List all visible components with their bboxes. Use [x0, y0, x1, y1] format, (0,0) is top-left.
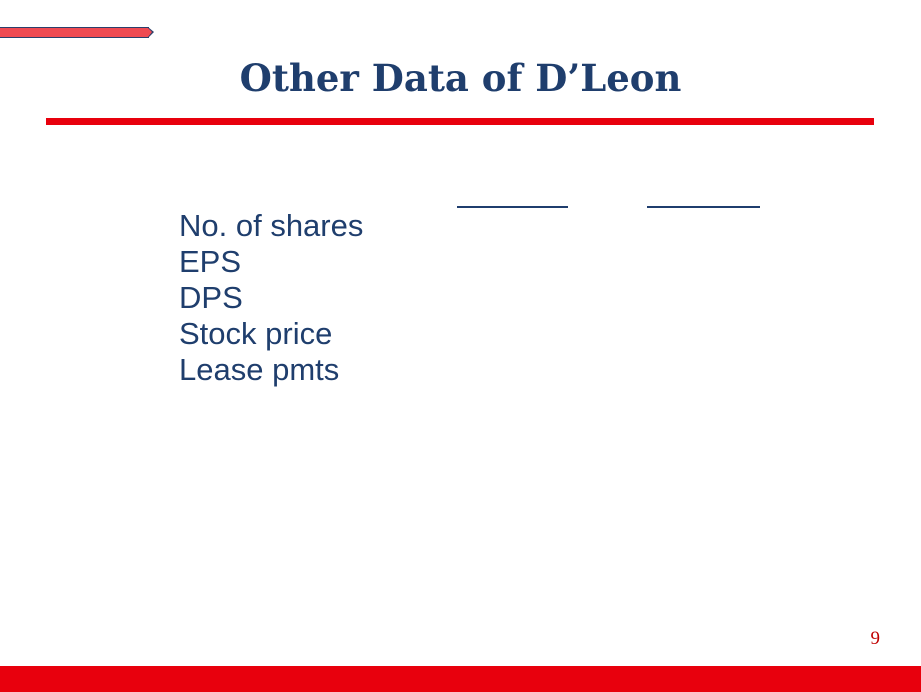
corner-tab-decoration — [0, 27, 149, 38]
row-label: EPS — [179, 244, 242, 279]
row-label: Stock price — [179, 316, 333, 351]
footer-bar — [0, 666, 921, 692]
row-label: Lease pmts — [179, 352, 340, 387]
corner-tab-tip-fill — [148, 28, 152, 37]
page-number: 9 — [870, 628, 881, 649]
slide-title: Other Data of D’Leon — [239, 56, 682, 100]
column-header-underline — [457, 206, 568, 208]
column-header-underline — [647, 206, 760, 208]
row-label: DPS — [179, 280, 243, 315]
row-label: No. of shares — [179, 208, 364, 243]
title-underline — [46, 118, 874, 125]
